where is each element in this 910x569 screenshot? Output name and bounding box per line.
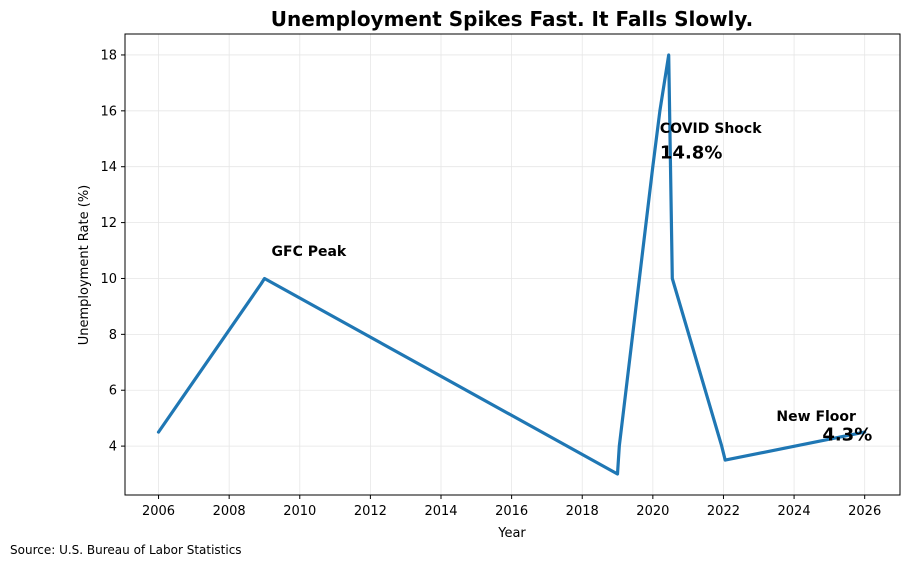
- chart-title: Unemployment Spikes Fast. It Falls Slowl…: [271, 7, 753, 31]
- y-axis-label: Unemployment Rate (%): [77, 185, 92, 346]
- y-tick-label: 6: [109, 384, 117, 399]
- y-tick-label: 14: [100, 160, 117, 175]
- annotation-value: 14.8%: [660, 142, 722, 163]
- x-tick-label: 2022: [707, 504, 740, 519]
- x-tick-label: 2006: [142, 504, 175, 519]
- annotation-label: GFC Peak: [272, 244, 347, 260]
- source-note: Source: U.S. Bureau of Labor Statistics: [10, 543, 242, 557]
- y-tick-label: 12: [100, 216, 117, 231]
- unemployment-rate-line: [156, 53, 867, 476]
- x-tick-label: 2008: [213, 504, 246, 519]
- x-tick-label: 2014: [424, 504, 457, 519]
- x-tick-label: 2012: [354, 504, 387, 519]
- annotation-label: COVID Shock: [660, 121, 762, 137]
- x-tick-label: 2026: [848, 504, 881, 519]
- grid: [125, 34, 900, 495]
- x-tick-label: 2024: [778, 504, 811, 519]
- x-axis-label: Year: [497, 526, 526, 541]
- y-tick-label: 8: [109, 328, 117, 343]
- annotation-label: New Floor: [776, 409, 856, 425]
- series-line: [156, 53, 867, 476]
- x-tick-label: 2018: [566, 504, 599, 519]
- x-tick-label: 2020: [636, 504, 669, 519]
- plot-frame: [124, 33, 901, 496]
- x-tick-label: 2010: [283, 504, 316, 519]
- axes: 2006 2008 2010 2012 2014 2016 2018 2020 2022 2024…: [100, 33, 901, 519]
- y-tick-label: 10: [100, 272, 117, 287]
- y-tick-label: 18: [100, 48, 117, 63]
- annotation-value: 4.3%: [822, 425, 872, 446]
- y-tick-label: 4: [109, 440, 117, 455]
- x-tick-label: 2016: [495, 504, 528, 519]
- y-tick-label: 16: [100, 104, 117, 119]
